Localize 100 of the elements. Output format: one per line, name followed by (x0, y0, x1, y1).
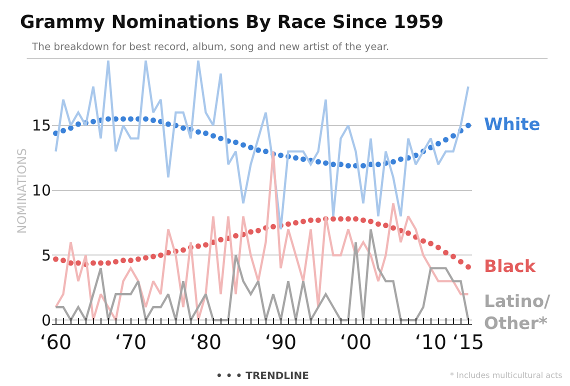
point (450, 254, 456, 260)
x-tick-label: ‘10 (414, 330, 447, 354)
point (278, 152, 284, 158)
point (60, 258, 66, 264)
point (203, 242, 208, 248)
point (390, 159, 396, 165)
point (346, 216, 351, 222)
point (233, 140, 238, 146)
point (443, 250, 448, 256)
point (98, 260, 104, 266)
point (428, 240, 434, 246)
point (316, 217, 321, 223)
point (90, 118, 96, 124)
point (210, 133, 216, 139)
point (263, 148, 268, 154)
point (346, 162, 351, 168)
text: • • • TRENDLINE (216, 371, 310, 382)
point (136, 256, 141, 262)
point (300, 156, 306, 162)
x-tick-label: ‘15 (452, 330, 484, 354)
point (406, 230, 411, 236)
point (330, 162, 336, 168)
series-label: Latino/ Other* (484, 292, 552, 334)
x-tick-label: ‘80 (190, 330, 222, 354)
point (180, 125, 186, 131)
point (113, 258, 118, 264)
point (196, 243, 201, 249)
y-axis-title: NOMINATIONS (15, 148, 30, 234)
y-tick-label: 0 (41, 311, 51, 330)
chart-title: Grammy Nominations By Race Since 1959 (20, 12, 444, 34)
point (360, 162, 366, 168)
point (76, 260, 81, 266)
x-tick-label: ‘90 (264, 330, 297, 354)
point (368, 218, 374, 224)
y-tick-label: 5 (41, 246, 51, 264)
point (398, 156, 404, 162)
point (443, 137, 448, 142)
point (353, 216, 358, 222)
point (458, 258, 464, 264)
point (203, 130, 208, 136)
point (143, 255, 148, 261)
point (383, 222, 388, 228)
point (376, 162, 381, 168)
point (158, 252, 164, 258)
point (90, 260, 96, 266)
line-series (54, 228, 470, 322)
y-tick-label: 15 (32, 116, 51, 135)
point (293, 155, 298, 161)
text: * Includes multicultural acts (450, 371, 562, 380)
x-tick-label: ‘00 (340, 330, 372, 354)
point (376, 221, 381, 227)
series-label: White (484, 115, 540, 135)
point (240, 142, 246, 148)
point (256, 147, 261, 153)
point (150, 118, 156, 124)
point (60, 128, 66, 134)
point (218, 236, 224, 242)
point (323, 160, 328, 166)
series-label: Black (484, 257, 536, 277)
point (308, 217, 314, 223)
point (120, 258, 126, 264)
point (420, 238, 426, 244)
y-tick-label: 10 (32, 182, 51, 200)
line-series (54, 150, 470, 322)
x-tick-label: ‘70 (114, 330, 147, 354)
point (466, 122, 471, 128)
line-series (54, 60, 470, 230)
point (150, 254, 156, 260)
chart-subtitle: The breakdown for best record, album, song and new artist of the year. (31, 42, 390, 53)
point (466, 264, 471, 270)
point (270, 224, 276, 230)
point (180, 247, 186, 253)
point (390, 225, 396, 231)
point (196, 129, 201, 135)
point (106, 260, 111, 266)
point (218, 136, 224, 142)
point (68, 125, 74, 131)
point (286, 221, 291, 227)
point (76, 121, 81, 127)
point (338, 216, 344, 222)
point (450, 133, 456, 139)
point (233, 233, 238, 239)
point (143, 116, 148, 122)
point (300, 218, 306, 224)
x-tick-label: ‘60 (40, 330, 72, 354)
point (256, 228, 261, 234)
point (248, 144, 254, 150)
point (436, 244, 441, 250)
point (128, 116, 134, 122)
point (248, 229, 254, 235)
point (316, 159, 321, 165)
point (128, 258, 134, 264)
point (330, 216, 336, 222)
point (120, 116, 126, 122)
point (436, 140, 441, 146)
point (293, 220, 298, 226)
point (106, 116, 111, 122)
point (166, 121, 171, 127)
point (360, 217, 366, 223)
point (53, 256, 58, 262)
